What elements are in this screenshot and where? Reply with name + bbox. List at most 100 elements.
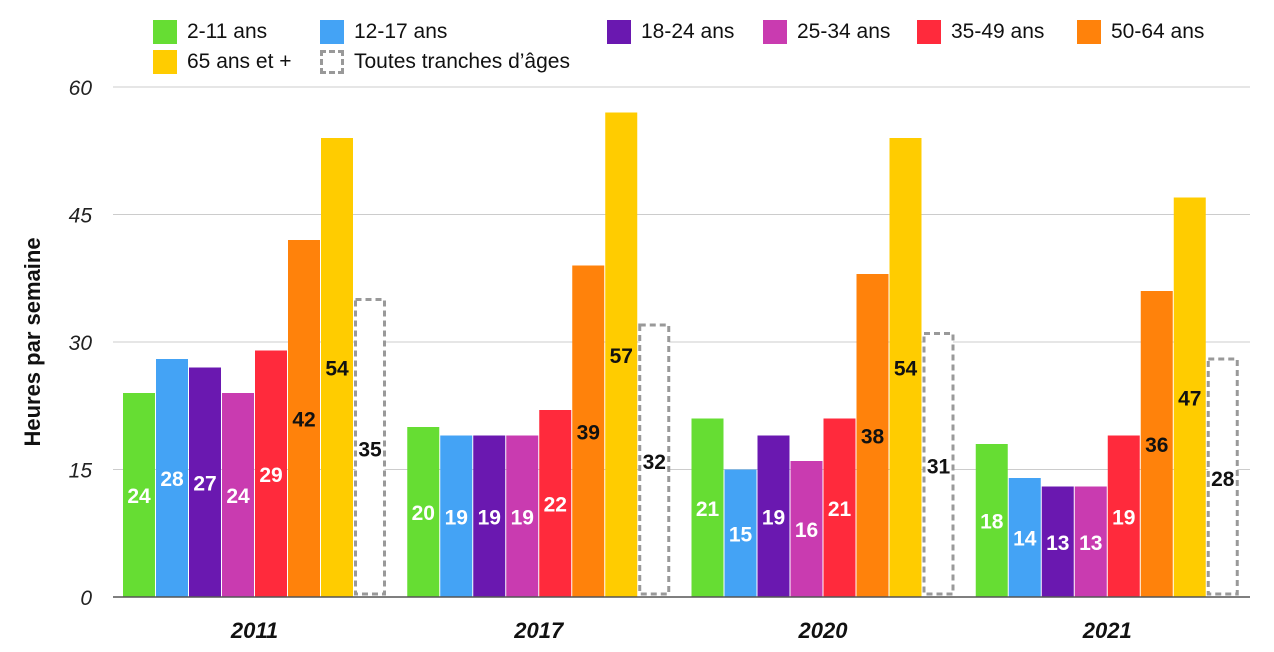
y-tick-label: 15 [69, 460, 93, 483]
bar-value-label: 32 [643, 451, 666, 474]
x-tick-label: 2020 [798, 618, 849, 643]
bar-value-label: 16 [795, 519, 818, 542]
bar [1107, 435, 1140, 597]
y-tick-label: 45 [69, 205, 93, 228]
bar-value-label: 13 [1046, 532, 1069, 555]
legend-swatch [153, 50, 177, 74]
y-tick-label: 30 [69, 332, 93, 355]
bar-value-label: 27 [193, 472, 216, 495]
bar-value-label: 22 [544, 494, 567, 517]
bar-value-label: 28 [1211, 468, 1235, 491]
bar-value-label: 21 [696, 498, 720, 521]
legend-swatch [320, 50, 344, 74]
bar [922, 332, 955, 596]
bar [790, 461, 823, 597]
bar [539, 410, 572, 597]
bar-value-label: 14 [1013, 528, 1037, 551]
bar-value-label: 47 [1178, 387, 1201, 410]
bar [354, 298, 386, 596]
bar [1173, 197, 1206, 597]
bar [1206, 357, 1239, 596]
bar-value-label: 19 [445, 506, 468, 529]
legend-label: 2-11 ans [187, 20, 268, 43]
bar [288, 240, 320, 597]
bar-value-label: 28 [160, 468, 184, 491]
legend-item: 25-34 ans [763, 20, 890, 44]
bar-value-label: 39 [577, 421, 600, 444]
bar [506, 435, 539, 597]
legend-label: 35-49 ans [951, 20, 1045, 43]
legend-swatch [153, 20, 177, 44]
bar [189, 367, 221, 597]
legend-label: 50-64 ans [1111, 20, 1205, 43]
value-labels: 24 28 27 24 29 42 54 35 20 19 19 19 22 39 57 32 21 15 19 16… [127, 345, 1234, 555]
legend-swatch [320, 20, 344, 44]
bar-value-label: 15 [729, 523, 753, 546]
bar-value-label: 19 [511, 506, 534, 529]
bar [638, 323, 671, 596]
bar [1008, 478, 1041, 597]
bar [123, 393, 155, 597]
legend-item: 35-49 ans [917, 20, 1044, 44]
legend-label: 25-34 ans [797, 20, 891, 43]
bar-value-label: 29 [259, 464, 282, 487]
bar [975, 444, 1008, 597]
legend-item: 18-24 ans [607, 20, 734, 44]
bar [440, 435, 473, 597]
bar [724, 469, 757, 597]
bar [321, 138, 353, 597]
bar [156, 359, 188, 597]
legend-label: Toutes tranches d’âges [354, 50, 570, 73]
bar-value-label: 21 [828, 498, 852, 521]
bar [572, 265, 605, 597]
y-tick-label: 0 [80, 587, 92, 610]
bar [407, 427, 440, 597]
bar [691, 418, 724, 597]
legend-label: 12-17 ans [354, 20, 448, 43]
bar-value-label: 24 [127, 485, 151, 508]
legend-swatch [1077, 20, 1101, 44]
bar-value-label: 20 [412, 502, 435, 525]
legend-item: Toutes tranches d’âges [320, 50, 570, 74]
legend-swatch [763, 20, 787, 44]
bar-value-label: 38 [861, 426, 885, 449]
bar [757, 435, 790, 597]
x-tick-label: 2021 [1082, 618, 1132, 643]
bar-value-label: 31 [927, 455, 951, 478]
bar [222, 393, 254, 597]
bar [856, 274, 889, 597]
bar-value-label: 19 [1112, 506, 1135, 529]
bar [1041, 486, 1074, 597]
bar-value-label: 13 [1079, 532, 1102, 555]
y-axis-label: Heures par semaine [20, 237, 45, 446]
x-tick-label: 2017 [513, 618, 565, 643]
bar-value-label: 54 [894, 358, 918, 381]
bar-value-label: 18 [980, 511, 1004, 534]
bar [255, 350, 287, 597]
legend-item: 65 ans et + [153, 50, 292, 74]
bar [1140, 291, 1173, 597]
bar-value-label: 24 [226, 485, 250, 508]
bars [123, 112, 1239, 597]
bar [889, 138, 922, 597]
legend: 2-11 ans 12-17 ans 18-24 ans 25-34 ans 35-49… [0, 0, 1274, 80]
bar-value-label: 36 [1145, 434, 1168, 457]
bar [823, 418, 856, 597]
y-tick-label: 60 [69, 77, 93, 100]
bar [473, 435, 506, 597]
legend-item: 50-64 ans [1077, 20, 1204, 44]
bar-value-label: 35 [358, 438, 382, 461]
bar [605, 112, 638, 597]
bar-value-label: 42 [292, 409, 315, 432]
bar [1074, 486, 1107, 597]
bar-value-label: 19 [478, 506, 501, 529]
legend-item: 12-17 ans [320, 20, 447, 44]
bar-value-label: 57 [610, 345, 633, 368]
x-tick-label: 2011 [230, 618, 278, 643]
legend-item: 2-11 ans [153, 20, 267, 44]
bar-value-label: 19 [762, 506, 785, 529]
legend-swatch [917, 20, 941, 44]
bar-value-label: 54 [325, 358, 349, 381]
